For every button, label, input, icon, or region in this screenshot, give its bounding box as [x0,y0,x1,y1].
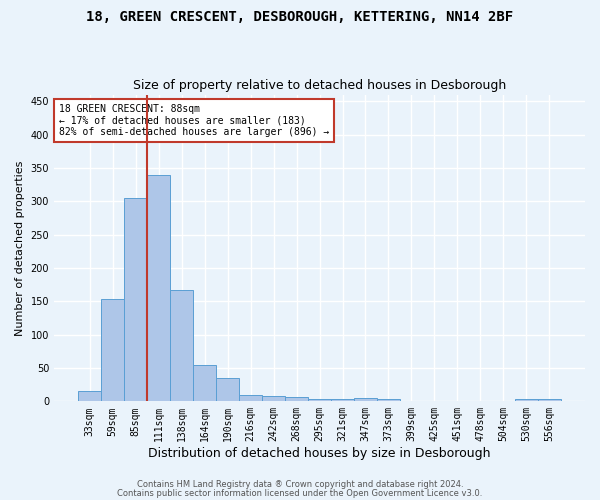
Text: 18, GREEN CRESCENT, DESBOROUGH, KETTERING, NN14 2BF: 18, GREEN CRESCENT, DESBOROUGH, KETTERIN… [86,10,514,24]
Y-axis label: Number of detached properties: Number of detached properties [15,160,25,336]
Title: Size of property relative to detached houses in Desborough: Size of property relative to detached ho… [133,79,506,92]
Bar [515,398,538,402]
Bar [262,396,285,402]
X-axis label: Distribution of detached houses by size in Desborough: Distribution of detached houses by size … [148,447,491,460]
Bar [101,300,124,402]
Bar [78,392,101,402]
Bar [124,198,147,402]
Text: Contains public sector information licensed under the Open Government Licence v3: Contains public sector information licen… [118,488,482,498]
Bar [216,378,239,402]
Bar [308,400,331,402]
Bar [239,396,262,402]
Bar [170,290,193,402]
Bar [538,398,561,402]
Bar [193,364,216,402]
Text: Contains HM Land Registry data ® Crown copyright and database right 2024.: Contains HM Land Registry data ® Crown c… [137,480,463,489]
Bar [331,398,354,402]
Text: 18 GREEN CRESCENT: 88sqm
← 17% of detached houses are smaller (183)
82% of semi-: 18 GREEN CRESCENT: 88sqm ← 17% of detach… [59,104,329,137]
Bar [147,174,170,402]
Bar [377,398,400,402]
Bar [285,398,308,402]
Bar [354,398,377,402]
